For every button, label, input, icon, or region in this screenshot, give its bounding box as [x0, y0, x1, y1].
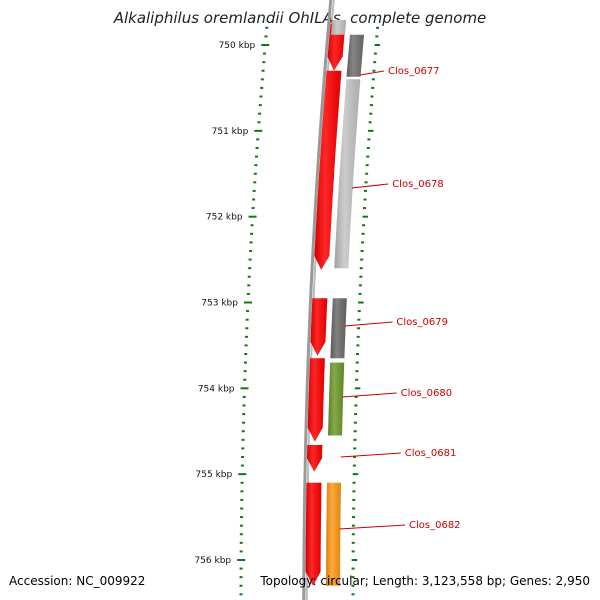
forward-cds-arrow [307, 358, 325, 442]
scale-label: 754 kbp [198, 384, 235, 394]
label-leader-line [351, 183, 389, 189]
scale-label: 753 kbp [201, 299, 238, 309]
scale-label: 751 kbp [212, 127, 249, 137]
forward-cds-arrow [305, 482, 322, 586]
scale-ticks: 750 kbp 751 kbp 752 kbp 753 kbp 754 kbp 755 k… [194, 26, 381, 596]
gene-label: Clos_0681 [405, 448, 457, 459]
forward-cds-track [305, 20, 346, 586]
reverse-gene-block [331, 20, 347, 35]
label-leader-line [340, 452, 401, 458]
forward-cds-arrow [310, 298, 328, 356]
reverse-gene-block [326, 482, 341, 586]
scale-label: 756 kbp [194, 556, 231, 566]
label-leader-line [342, 392, 397, 398]
forward-cds-arrow [307, 445, 323, 472]
reverse-gene-block [328, 362, 345, 436]
backbone-line [302, 0, 333, 600]
scale-label: 752 kbp [206, 213, 243, 223]
scale-label: 750 kbp [219, 41, 256, 51]
gene-label: Clos_0678 [392, 179, 444, 190]
label-leader-line [339, 524, 406, 530]
genome-title: Alkaliphilus oremlandii OhILAs, complete… [113, 9, 487, 27]
reverse-gene-track [326, 20, 364, 586]
forward-cds-arrow [314, 70, 342, 270]
genome-info-text: Topology: circular; Length: 3,123,558 bp… [260, 574, 590, 588]
forward-cds-arrow [327, 23, 346, 71]
reverse-gene-block [346, 34, 364, 77]
accession-text: Accession: NC_009922 [9, 574, 146, 588]
gene-label: Clos_0680 [401, 388, 453, 399]
label-leader-line [344, 321, 393, 327]
reverse-gene-block [334, 79, 361, 269]
gene-label: Clos_0682 [409, 520, 461, 531]
gene-label: Clos_0677 [388, 66, 440, 77]
scale-label: 755 kbp [196, 470, 233, 480]
label-leader-line [359, 70, 385, 76]
gene-label: Clos_0679 [396, 317, 448, 328]
gene-labels: Clos_0677 Clos_0678 Clos_0679 Clos_0680 Clos… [339, 66, 461, 531]
reverse-gene-block [330, 298, 347, 359]
